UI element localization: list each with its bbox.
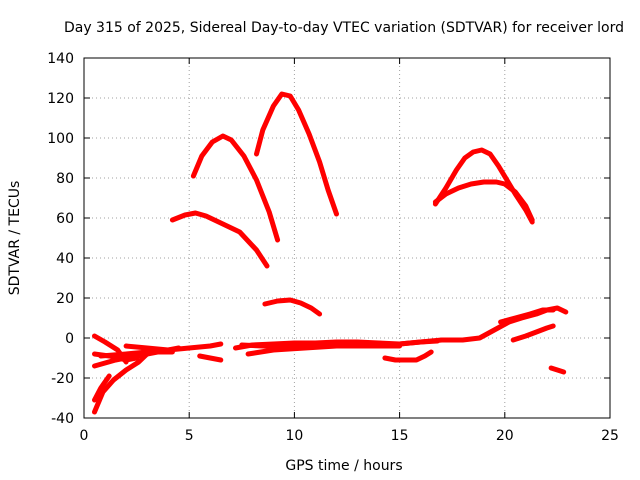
series-arc-12: [262, 297, 323, 317]
x-tick-label: 15: [391, 428, 409, 444]
series-arc-9: [169, 210, 270, 269]
y-tick-label: 20: [56, 291, 74, 307]
y-tick-label: 140: [47, 51, 74, 67]
x-tick-label: 0: [80, 428, 89, 444]
data-series: [92, 91, 569, 415]
series-arc-7: [123, 343, 182, 353]
series-arc-8: [197, 353, 224, 363]
y-tick-label: 80: [56, 171, 74, 187]
y-tick-label: 120: [47, 91, 74, 107]
grid-lines: [84, 58, 610, 418]
y-tick-label: 60: [56, 211, 74, 227]
chart-title: Day 315 of 2025, Sidereal Day-to-day VTE…: [64, 20, 624, 36]
x-tick-label: 20: [496, 428, 514, 444]
series-arc-11: [254, 91, 339, 217]
y-tick-label: 40: [56, 251, 74, 267]
series-arc-1: [92, 351, 150, 415]
x-tick-label: 25: [601, 428, 619, 444]
series-arc-20: [498, 307, 556, 325]
series-arc-21: [510, 323, 556, 343]
x-tick-label: 10: [285, 428, 303, 444]
series-arc-16: [382, 349, 434, 363]
series-arc-2: [92, 373, 112, 403]
y-axis-label: SDTVAR / TECUs: [7, 181, 23, 296]
x-tick-label: 5: [185, 428, 194, 444]
series-arc-19: [432, 179, 535, 223]
series-arc-17: [397, 305, 569, 347]
series-arc-15: [239, 342, 350, 350]
y-tick-label: 100: [47, 131, 74, 147]
x-axis-label: GPS time / hours: [285, 458, 402, 474]
series-arc-22: [548, 365, 567, 375]
axis-ticks: 0 5 10 15 20 25 -40 -20 0 20 40 60 80 100 120 140: [47, 51, 619, 444]
y-tick-label: -40: [51, 411, 74, 427]
series-arc-10: [190, 133, 281, 243]
series-arc-18: [432, 147, 535, 225]
y-tick-label: -20: [51, 371, 74, 387]
plot-frame: [83, 57, 611, 419]
y-tick-label: 0: [65, 331, 74, 347]
